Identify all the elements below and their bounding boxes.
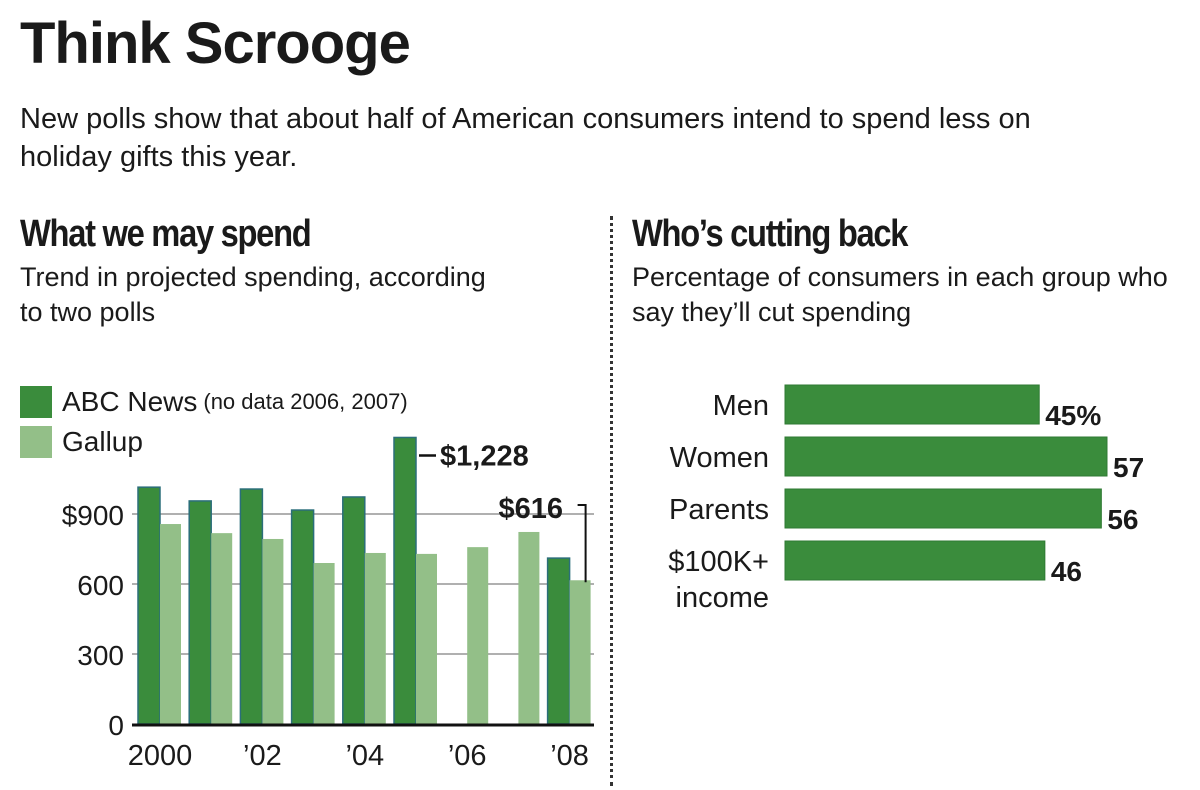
bar-gallup <box>416 553 437 724</box>
category-label: Women <box>670 442 769 474</box>
y-tick-label: 600 <box>77 570 124 601</box>
bar-abc-news <box>239 488 264 725</box>
category-label: $100K+ <box>668 546 769 578</box>
panel-divider <box>610 216 613 786</box>
legend-swatch-gallup <box>20 426 52 458</box>
bar-gallup <box>467 547 489 724</box>
bar-value-label: 57 <box>1113 452 1144 483</box>
x-tick-label: ’04 <box>345 740 384 772</box>
bar-value-label: 56 <box>1107 504 1138 535</box>
category-label: Men <box>713 390 769 422</box>
legend-item-gallup: Gallup <box>20 425 143 459</box>
legend-item-abc: ABC News (no data 2006, 2007) <box>20 385 408 419</box>
cutting-back-bar-chart: 45% Men 57 Women 56 Parents 46 $100K+ income <box>668 384 1144 614</box>
bar-value-label: 46 <box>1051 556 1082 587</box>
category-label: income <box>676 582 770 614</box>
annotation-leader-line <box>577 504 587 583</box>
bar-gallup <box>518 531 540 724</box>
bar-abc-news <box>290 509 315 725</box>
bar-gallup <box>262 538 284 724</box>
category-label: Parents <box>669 494 769 526</box>
bar-men <box>784 384 1040 425</box>
page-title: Think Scrooge <box>20 11 411 76</box>
bar-abc-news <box>342 496 366 725</box>
legend-label-abc: ABC News <box>62 386 198 417</box>
left-panel-subtitle: Trend in projected spending, according t… <box>20 262 486 327</box>
bar-gallup <box>364 552 386 724</box>
legend-note-abc: (no data 2006, 2007) <box>203 389 408 414</box>
bar-abc-news <box>546 557 571 725</box>
right-panel-subtitle: Percentage of consumers in each group wh… <box>632 262 1168 327</box>
bar-gallup <box>313 563 335 724</box>
x-tick-label: ’06 <box>448 740 487 772</box>
bar-abc-news <box>393 436 417 725</box>
right-panel-title: Who’s cutting back <box>632 213 908 255</box>
page-subtitle: New polls show that about half of Americ… <box>20 103 1031 173</box>
annotation-label-latest: $616 <box>498 493 563 525</box>
x-tick-label: 2000 <box>128 740 193 772</box>
x-tick-label: ’02 <box>243 740 282 772</box>
bar-abc-news <box>137 486 161 725</box>
annotation-label-max: $1,228 <box>440 440 529 472</box>
bar-value-label: 45% <box>1045 400 1101 431</box>
bar-abc-news <box>188 500 212 725</box>
bar-gallup <box>211 533 233 724</box>
x-tick-label: ’08 <box>550 740 589 772</box>
bar--100k-income <box>784 540 1046 581</box>
bar-gallup <box>569 580 591 724</box>
spending-bar-chart: 0 300 600 $900 2000 ’02 ’04 ’06 ’08 $1,228 $616 <box>62 436 594 772</box>
y-tick-label: $900 <box>62 500 124 531</box>
legend-label-gallup: Gallup <box>62 426 143 457</box>
left-panel-title: What we may spend <box>20 213 312 255</box>
y-tick-label: 300 <box>77 640 124 671</box>
bar-parents <box>784 488 1102 529</box>
y-tick-label: 0 <box>108 710 124 741</box>
bar-gallup <box>160 524 181 724</box>
legend-swatch-abc <box>20 386 52 418</box>
bar-women <box>784 436 1108 477</box>
